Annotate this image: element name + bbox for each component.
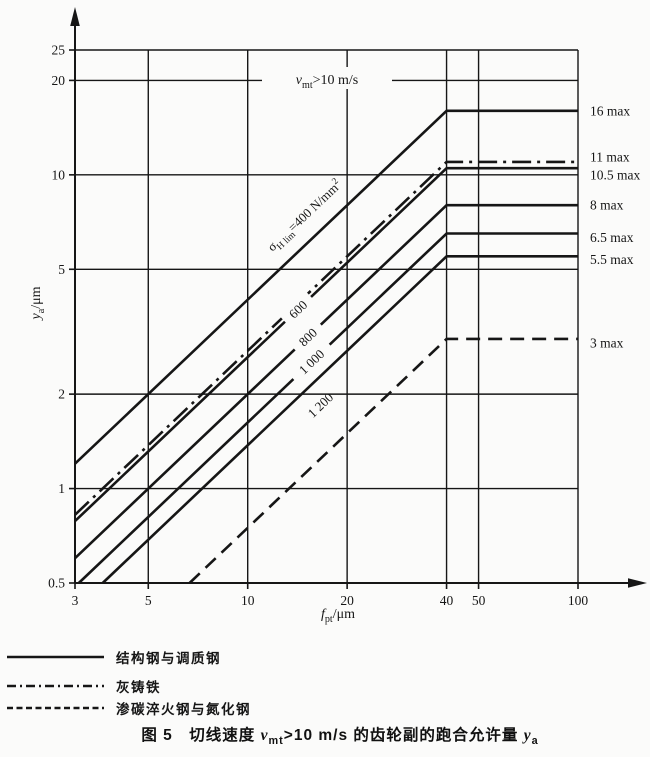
max-label-steel-800: 8 max [590,198,624,213]
y-tick-label-2: 2 [58,387,65,402]
x-axis-arrow-icon [628,578,647,588]
series-line-steel-1000 [77,232,578,584]
series-line-steel-1200 [101,255,578,584]
y-tick-label-20: 20 [52,73,66,88]
legend-row-structural-steel: 结构钢与调质钢 [4,648,221,666]
y-axis-title: ya/μm [29,286,47,321]
max-label-steel-1200: 5.5 max [590,252,634,267]
y-tick-label-1: 1 [58,481,65,496]
x-tick-label-100: 100 [568,593,589,608]
x-axis-title: fpt/μm [321,607,355,625]
y-tick-label-10: 10 [52,167,66,182]
series-line-steel-600 [74,166,578,523]
y-axis-arrow-icon [70,7,80,26]
x-tick-label-40: 40 [440,593,454,608]
max-label-steel-400: 16 max [590,103,630,118]
legend-line-solid [7,655,104,659]
x-tick-label-3: 3 [72,593,79,608]
series-line-gray-cast-iron [74,160,578,516]
annotation-bg [262,67,392,89]
chart-canvas: 3 5 10 20 40 50 100 25 20 10 5 2 1 0.5 fpt/μm ya/μm vmt>… [29,7,647,625]
series-line-steel-400 [74,109,578,465]
legend-label-gray-cast-iron: 灰铸铁 [116,680,161,695]
max-label-steel-1000: 6.5 max [590,230,634,245]
max-label-steel-600: 10.5 max [590,168,640,183]
annotation-vmt: vmt>10 m/s [296,73,359,91]
series-line-steel-800 [74,203,578,560]
x-tick-label-5: 5 [145,593,152,608]
y-tick-label-5: 5 [58,262,65,277]
x-tick-label-50: 50 [472,593,486,608]
y-tick-label-25: 25 [52,43,66,58]
max-label-carburized-nitrided: 3 max [590,335,624,350]
x-tick-label-10: 10 [241,593,255,608]
legend-row-gray-cast-iron: 灰铸铁 [4,677,161,695]
legend-row-carburized-nitrided: 渗碳淬火钢与氮化钢 [4,699,251,717]
legend-line-dashdot [7,684,104,688]
x-tick-label-20: 20 [340,593,354,608]
figure-caption: 图 5 切线速度 vmt>10 m/s 的齿轮副的跑合允许量 ya [141,727,539,748]
max-label-gray-cast-iron: 11 max [590,149,630,164]
y-tick-label-0.5: 0.5 [48,576,65,591]
legend-label-carburized-nitrided: 渗碳淬火钢与氮化钢 [116,702,251,717]
legend-label-structural-steel: 结构钢与调质钢 [116,651,221,666]
series-line-carburized-nitrided [188,337,578,584]
legend-line-dashed [7,706,104,710]
